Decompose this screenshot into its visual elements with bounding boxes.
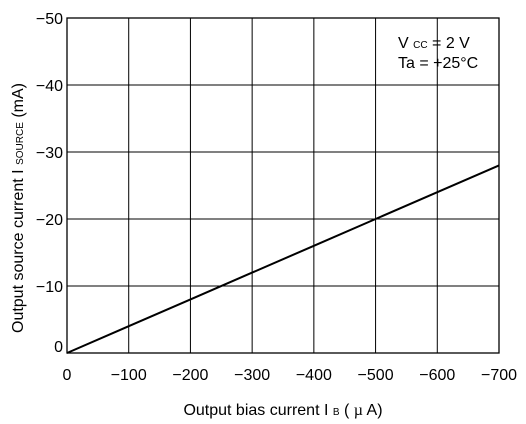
annotation-vcc-main: V [398, 35, 409, 52]
x-axis-label-unit-open: ( [344, 402, 350, 419]
y-tick-label: −30 [36, 145, 63, 162]
x-axis-label-unit-close: A) [367, 402, 383, 419]
x-tick-label: 0 [63, 367, 72, 384]
series-line [66, 164, 500, 354]
y-tick-label: −40 [36, 78, 63, 95]
x-tick-label: −400 [296, 367, 332, 384]
x-axis-label-mu: µ [354, 402, 363, 419]
annotation-vcc-value: = 2 V [432, 35, 470, 52]
x-tick-labels: 0 −100 −200 −300 −400 −500 −600 −700 [63, 367, 518, 384]
x-tick-label: −200 [172, 367, 208, 384]
y-tick-label: −20 [36, 212, 63, 229]
y-tick-label: 0 [54, 339, 63, 356]
x-tick-label: −500 [358, 367, 394, 384]
grid [67, 18, 499, 353]
y-axis-label-unit: (mA) [10, 83, 27, 118]
series-group [66, 164, 500, 354]
x-tick-label: −700 [481, 367, 517, 384]
y-axis-label-subscript: SOURCE [15, 122, 26, 165]
x-tick-label: −100 [111, 367, 147, 384]
annotation-ta: Ta = +25°C [398, 55, 478, 72]
annotation-vcc-subscript: CC [413, 40, 427, 51]
y-axis-label: Output source current I SOURCE (mA) [10, 83, 27, 333]
plot-frame [66, 17, 500, 354]
annotation-vcc: V CC = 2 V [398, 35, 470, 52]
y-tick-labels: 0 −10 −20 −30 −40 −50 [36, 11, 63, 356]
y-axis-label-main: Output source current I [10, 169, 27, 333]
y-tick-label: −50 [36, 11, 63, 28]
y-tick-label: −10 [36, 279, 63, 296]
x-axis-label-subscript: B [333, 407, 340, 418]
x-axis-label-main: Output bias current I [183, 402, 328, 419]
x-tick-label: −300 [234, 367, 270, 384]
x-axis-label: Output bias current I B ( µ A) [183, 402, 382, 419]
x-tick-label: −600 [419, 367, 455, 384]
